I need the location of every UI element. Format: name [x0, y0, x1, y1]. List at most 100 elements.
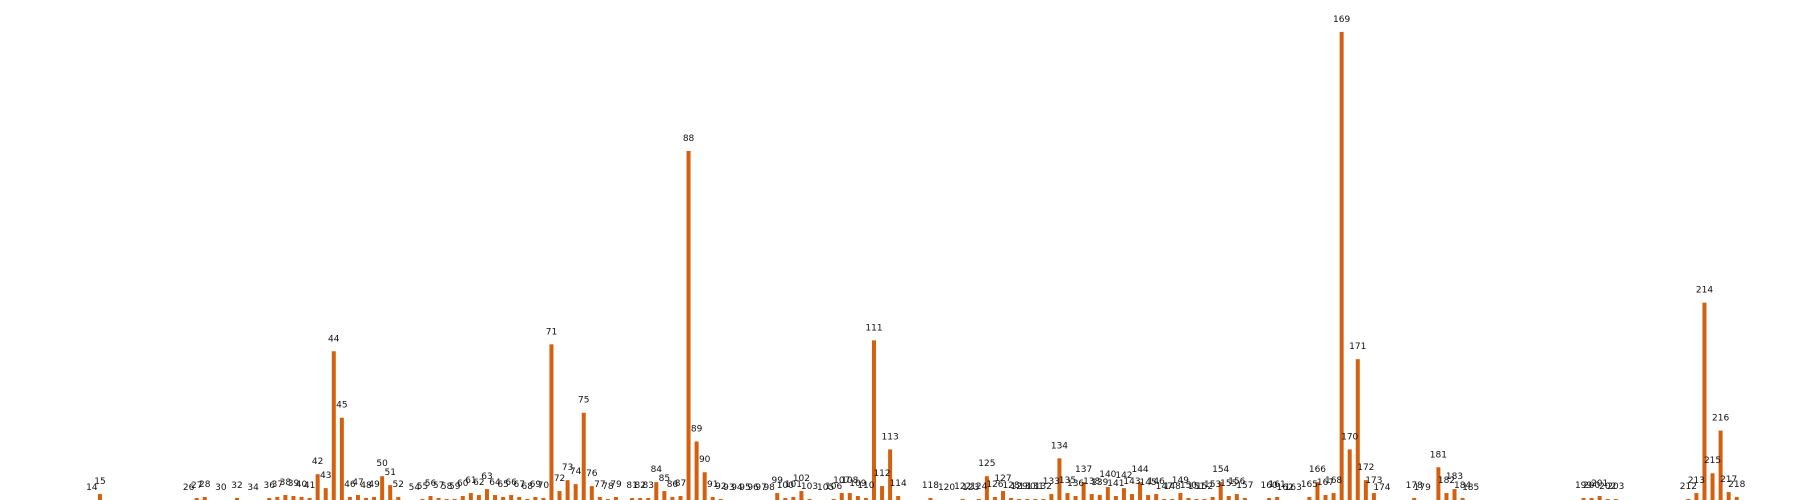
bar-label-123: 123	[962, 483, 979, 493]
bar-label-120: 120	[938, 483, 955, 493]
bar-150	[1186, 498, 1191, 500]
bar-214	[1702, 302, 1707, 500]
bar-182	[1444, 493, 1449, 500]
bar-label-146: 146	[1148, 477, 1165, 487]
bar-label-68: 68	[522, 482, 534, 492]
bar-47	[355, 495, 360, 500]
bar-label-70: 70	[538, 481, 550, 491]
bar-label-36: 36	[264, 481, 276, 491]
bar-label-108: 108	[841, 476, 858, 486]
bar-label-99: 99	[772, 476, 784, 486]
bar-56	[428, 496, 433, 500]
bar-label-138: 138	[1083, 477, 1100, 487]
bar-32	[235, 498, 240, 500]
bar-149	[1178, 493, 1183, 500]
bar-label-74: 74	[570, 467, 582, 477]
bar-27	[194, 498, 199, 500]
bar-label-71: 71	[546, 327, 557, 337]
bar-110	[863, 498, 868, 500]
bar-90	[702, 472, 707, 500]
bar-102	[799, 491, 804, 500]
bar-label-128: 128	[1002, 481, 1019, 491]
bar-label-32: 32	[231, 481, 242, 491]
bar-170	[1347, 449, 1352, 500]
bar-label-103: 103	[801, 482, 818, 492]
bar-101	[791, 497, 796, 500]
bar-label-106: 106	[825, 482, 842, 492]
bar-label-212: 212	[1680, 482, 1697, 492]
bar-label-155: 155	[1220, 479, 1237, 489]
bar-label-45: 45	[336, 401, 347, 411]
bar-label-169: 169	[1333, 15, 1350, 25]
bar-85	[662, 491, 667, 500]
bar-label-34: 34	[247, 483, 259, 493]
bar-label-96: 96	[747, 483, 759, 493]
bar-173	[1371, 493, 1376, 500]
bar-label-69: 69	[530, 480, 542, 490]
bar-65	[501, 497, 506, 500]
bar-201	[1597, 496, 1602, 500]
bar-172	[1363, 480, 1368, 500]
bar-157	[1242, 498, 1247, 500]
bar-label-124: 124	[970, 482, 987, 492]
bar-109	[855, 496, 860, 500]
bar-74	[573, 484, 578, 500]
bar-label-199: 199	[1575, 481, 1592, 491]
bar-50	[380, 476, 385, 500]
bar-label-62: 62	[473, 478, 484, 488]
bar-46	[347, 497, 352, 500]
bar-label-97: 97	[755, 483, 766, 493]
bar-label-156: 156	[1228, 477, 1245, 487]
bar-label-98: 98	[763, 483, 775, 493]
bar-label-75: 75	[578, 396, 589, 406]
bar-label-152: 152	[1196, 482, 1213, 492]
bar-88	[686, 150, 691, 500]
bar-label-43: 43	[320, 471, 331, 481]
bar-73	[565, 480, 570, 500]
bar-label-127: 127	[994, 474, 1011, 484]
bar-label-55: 55	[417, 482, 428, 492]
bar-146	[1154, 494, 1159, 500]
bar-213	[1694, 493, 1699, 500]
bar-label-65: 65	[497, 480, 508, 490]
bar-label-129: 129	[1011, 482, 1028, 492]
bar-63	[484, 489, 489, 500]
bar-39	[291, 496, 296, 500]
bars-group	[97, 31, 1739, 500]
bar-label-162: 162	[1277, 483, 1294, 493]
bar-label-144: 144	[1131, 465, 1148, 475]
bar-label-202: 202	[1599, 482, 1616, 492]
bar-label-182: 182	[1438, 476, 1455, 486]
bar-label-133: 133	[1043, 477, 1060, 487]
bar-label-217: 217	[1720, 475, 1737, 485]
bar-label-57: 57	[433, 481, 444, 491]
bar-169	[1339, 31, 1344, 500]
bar-label-73: 73	[562, 463, 573, 473]
bar-label-47: 47	[352, 478, 363, 488]
bar-41	[307, 498, 312, 500]
bar-label-131: 131	[1027, 482, 1044, 492]
bar-label-44: 44	[328, 334, 340, 344]
bar-label-203: 203	[1607, 482, 1624, 492]
bar-label-113: 113	[882, 432, 899, 442]
bar-81	[630, 498, 635, 500]
bar-166	[1315, 482, 1320, 500]
bar-label-125: 125	[978, 459, 995, 469]
bar-label-149: 149	[1172, 476, 1189, 486]
bar-label-81: 81	[626, 481, 637, 491]
bar-51	[388, 485, 393, 500]
bar-76	[589, 486, 594, 500]
bar-label-42: 42	[312, 457, 323, 467]
bar-215	[1710, 473, 1715, 500]
bar-label-63: 63	[481, 472, 492, 482]
bar-label-85: 85	[659, 474, 670, 484]
bar-label-27: 27	[191, 481, 202, 491]
bar-label-142: 142	[1115, 471, 1132, 481]
bar-108	[847, 493, 852, 500]
bar-label-64: 64	[489, 478, 501, 488]
bar-62	[476, 495, 481, 500]
bar-label-154: 154	[1212, 465, 1229, 475]
bar-label-84: 84	[651, 465, 663, 475]
bar-37	[275, 497, 280, 500]
